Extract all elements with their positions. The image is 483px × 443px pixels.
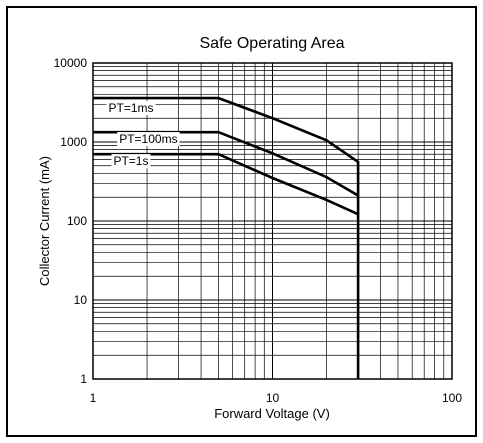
series-label: PT=100ms	[119, 132, 177, 146]
y-tick-label: 100	[67, 214, 87, 228]
chart-title: Safe Operating Area	[200, 35, 345, 52]
series-label: PT=1ms	[109, 101, 154, 115]
y-tick-label: 1	[80, 372, 87, 386]
series-label-bg	[106, 100, 156, 115]
plot-area-border	[92, 62, 453, 380]
y-tick-label: 10000	[54, 56, 88, 70]
series-label-bg	[111, 154, 151, 169]
y-axis-title: Collector Current (mA)	[37, 156, 52, 286]
series-line	[93, 96, 360, 379]
series-line	[93, 152, 359, 216]
x-tick-label: 1	[90, 391, 97, 405]
x-tick-label: 10	[266, 391, 280, 405]
y-tick-label: 1000	[60, 135, 87, 149]
x-tick-label: 100	[442, 391, 462, 405]
y-tick-label: 10	[74, 293, 88, 307]
x-axis-title: Forward Voltage (V)	[214, 406, 330, 421]
tick-labels: 1 10 100 1 10 100 1000 10000	[54, 56, 463, 405]
series-label: PT=1s	[113, 154, 148, 168]
series-label-bg	[117, 132, 180, 147]
curve-labels: PT=1ms PT=100ms PT=1s	[106, 100, 180, 169]
